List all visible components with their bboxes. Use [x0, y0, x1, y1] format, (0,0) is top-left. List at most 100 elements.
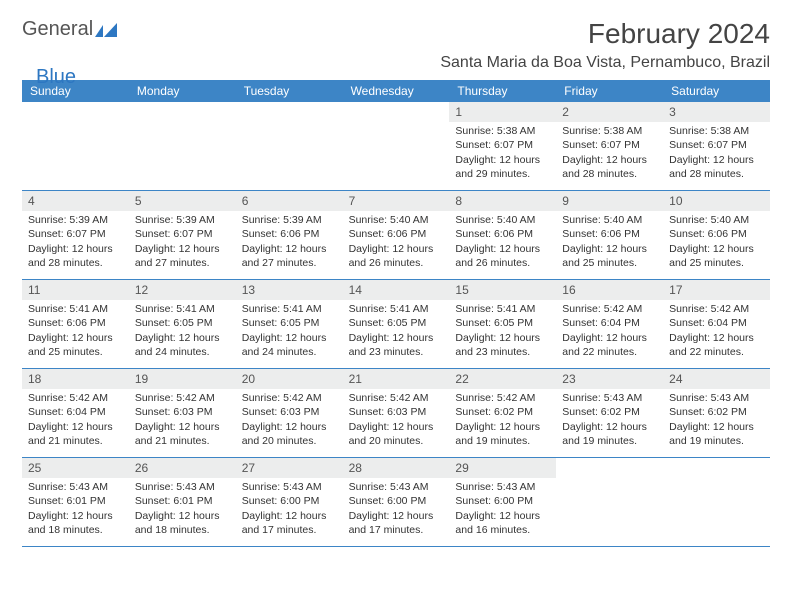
sunrise-text: Sunrise: 5:38 AM	[669, 124, 764, 138]
day-cell: 1Sunrise: 5:38 AMSunset: 6:07 PMDaylight…	[449, 102, 556, 190]
day-cell: 24Sunrise: 5:43 AMSunset: 6:02 PMDayligh…	[663, 369, 770, 457]
sunset-text: Sunset: 6:04 PM	[562, 316, 657, 330]
sunset-text: Sunset: 6:06 PM	[669, 227, 764, 241]
day-number: 2	[556, 102, 663, 122]
daylight-text: Daylight: 12 hours and 24 minutes.	[135, 331, 230, 359]
sunset-text: Sunset: 6:07 PM	[135, 227, 230, 241]
sunrise-text: Sunrise: 5:41 AM	[455, 302, 550, 316]
daylight-text: Daylight: 12 hours and 28 minutes.	[28, 242, 123, 270]
daylight-text: Daylight: 12 hours and 22 minutes.	[562, 331, 657, 359]
sunrise-text: Sunrise: 5:40 AM	[562, 213, 657, 227]
daylight-text: Daylight: 12 hours and 25 minutes.	[562, 242, 657, 270]
sunrise-text: Sunrise: 5:43 AM	[455, 480, 550, 494]
daylight-text: Daylight: 12 hours and 19 minutes.	[669, 420, 764, 448]
brand-part2: Blue	[36, 66, 76, 89]
daylight-text: Daylight: 12 hours and 18 minutes.	[28, 509, 123, 537]
sunrise-text: Sunrise: 5:42 AM	[562, 302, 657, 316]
sunset-text: Sunset: 6:00 PM	[455, 494, 550, 508]
day-cell	[343, 102, 450, 190]
flag-icon	[95, 23, 117, 37]
day-details: Sunrise: 5:41 AMSunset: 6:05 PMDaylight:…	[343, 300, 450, 363]
sunrise-text: Sunrise: 5:41 AM	[135, 302, 230, 316]
day-details: Sunrise: 5:38 AMSunset: 6:07 PMDaylight:…	[556, 122, 663, 185]
sunrise-text: Sunrise: 5:43 AM	[349, 480, 444, 494]
sunset-text: Sunset: 6:05 PM	[455, 316, 550, 330]
brand-part1: General	[22, 18, 93, 41]
sunrise-text: Sunrise: 5:40 AM	[669, 213, 764, 227]
day-number: 9	[556, 191, 663, 211]
sunset-text: Sunset: 6:04 PM	[28, 405, 123, 419]
daylight-text: Daylight: 12 hours and 20 minutes.	[242, 420, 337, 448]
day-number: 21	[343, 369, 450, 389]
day-number: 15	[449, 280, 556, 300]
day-number: 11	[22, 280, 129, 300]
day-cell: 29Sunrise: 5:43 AMSunset: 6:00 PMDayligh…	[449, 458, 556, 546]
day-details: Sunrise: 5:40 AMSunset: 6:06 PMDaylight:…	[343, 211, 450, 274]
day-number: 22	[449, 369, 556, 389]
weekday-wed: Wednesday	[343, 80, 450, 102]
daylight-text: Daylight: 12 hours and 25 minutes.	[669, 242, 764, 270]
day-details: Sunrise: 5:40 AMSunset: 6:06 PMDaylight:…	[556, 211, 663, 274]
day-number: 28	[343, 458, 450, 478]
day-number: 26	[129, 458, 236, 478]
weekday-sat: Saturday	[663, 80, 770, 102]
week-row: 25Sunrise: 5:43 AMSunset: 6:01 PMDayligh…	[22, 458, 770, 547]
week-row: 18Sunrise: 5:42 AMSunset: 6:04 PMDayligh…	[22, 369, 770, 458]
day-number: 8	[449, 191, 556, 211]
day-number: 23	[556, 369, 663, 389]
sunrise-text: Sunrise: 5:39 AM	[242, 213, 337, 227]
day-number: 20	[236, 369, 343, 389]
sunset-text: Sunset: 6:06 PM	[242, 227, 337, 241]
day-cell: 5Sunrise: 5:39 AMSunset: 6:07 PMDaylight…	[129, 191, 236, 279]
sunset-text: Sunset: 6:01 PM	[28, 494, 123, 508]
sunrise-text: Sunrise: 5:41 AM	[28, 302, 123, 316]
sunset-text: Sunset: 6:07 PM	[562, 138, 657, 152]
daylight-text: Daylight: 12 hours and 17 minutes.	[242, 509, 337, 537]
daylight-text: Daylight: 12 hours and 21 minutes.	[28, 420, 123, 448]
day-number: 14	[343, 280, 450, 300]
week-row: 4Sunrise: 5:39 AMSunset: 6:07 PMDaylight…	[22, 191, 770, 280]
daylight-text: Daylight: 12 hours and 27 minutes.	[135, 242, 230, 270]
sunrise-text: Sunrise: 5:41 AM	[242, 302, 337, 316]
day-number: 1	[449, 102, 556, 122]
week-row: 11Sunrise: 5:41 AMSunset: 6:06 PMDayligh…	[22, 280, 770, 369]
day-cell: 12Sunrise: 5:41 AMSunset: 6:05 PMDayligh…	[129, 280, 236, 368]
day-cell: 6Sunrise: 5:39 AMSunset: 6:06 PMDaylight…	[236, 191, 343, 279]
day-details: Sunrise: 5:42 AMSunset: 6:03 PMDaylight:…	[343, 389, 450, 452]
day-number: 12	[129, 280, 236, 300]
daylight-text: Daylight: 12 hours and 25 minutes.	[28, 331, 123, 359]
sunset-text: Sunset: 6:06 PM	[562, 227, 657, 241]
day-cell	[556, 458, 663, 546]
sunrise-text: Sunrise: 5:39 AM	[28, 213, 123, 227]
day-details: Sunrise: 5:39 AMSunset: 6:07 PMDaylight:…	[22, 211, 129, 274]
day-number: 4	[22, 191, 129, 211]
sunset-text: Sunset: 6:00 PM	[242, 494, 337, 508]
daylight-text: Daylight: 12 hours and 28 minutes.	[669, 153, 764, 181]
day-number: 27	[236, 458, 343, 478]
sunrise-text: Sunrise: 5:42 AM	[242, 391, 337, 405]
sunset-text: Sunset: 6:05 PM	[242, 316, 337, 330]
weekday-tue: Tuesday	[236, 80, 343, 102]
day-number: 19	[129, 369, 236, 389]
day-cell: 21Sunrise: 5:42 AMSunset: 6:03 PMDayligh…	[343, 369, 450, 457]
day-cell: 10Sunrise: 5:40 AMSunset: 6:06 PMDayligh…	[663, 191, 770, 279]
sunrise-text: Sunrise: 5:41 AM	[349, 302, 444, 316]
sunset-text: Sunset: 6:04 PM	[669, 316, 764, 330]
day-details: Sunrise: 5:43 AMSunset: 6:02 PMDaylight:…	[556, 389, 663, 452]
sunset-text: Sunset: 6:06 PM	[349, 227, 444, 241]
day-details: Sunrise: 5:39 AMSunset: 6:07 PMDaylight:…	[129, 211, 236, 274]
daylight-text: Daylight: 12 hours and 17 minutes.	[349, 509, 444, 537]
location-subtitle: Santa Maria da Boa Vista, Pernambuco, Br…	[440, 54, 770, 72]
day-cell: 14Sunrise: 5:41 AMSunset: 6:05 PMDayligh…	[343, 280, 450, 368]
week-row: 1Sunrise: 5:38 AMSunset: 6:07 PMDaylight…	[22, 102, 770, 191]
day-cell: 8Sunrise: 5:40 AMSunset: 6:06 PMDaylight…	[449, 191, 556, 279]
sunrise-text: Sunrise: 5:43 AM	[562, 391, 657, 405]
sunrise-text: Sunrise: 5:38 AM	[455, 124, 550, 138]
brand-logo: General	[22, 18, 119, 41]
day-cell: 3Sunrise: 5:38 AMSunset: 6:07 PMDaylight…	[663, 102, 770, 190]
sunset-text: Sunset: 6:03 PM	[135, 405, 230, 419]
day-details: Sunrise: 5:39 AMSunset: 6:06 PMDaylight:…	[236, 211, 343, 274]
day-details: Sunrise: 5:42 AMSunset: 6:03 PMDaylight:…	[236, 389, 343, 452]
daylight-text: Daylight: 12 hours and 19 minutes.	[562, 420, 657, 448]
day-cell: 20Sunrise: 5:42 AMSunset: 6:03 PMDayligh…	[236, 369, 343, 457]
